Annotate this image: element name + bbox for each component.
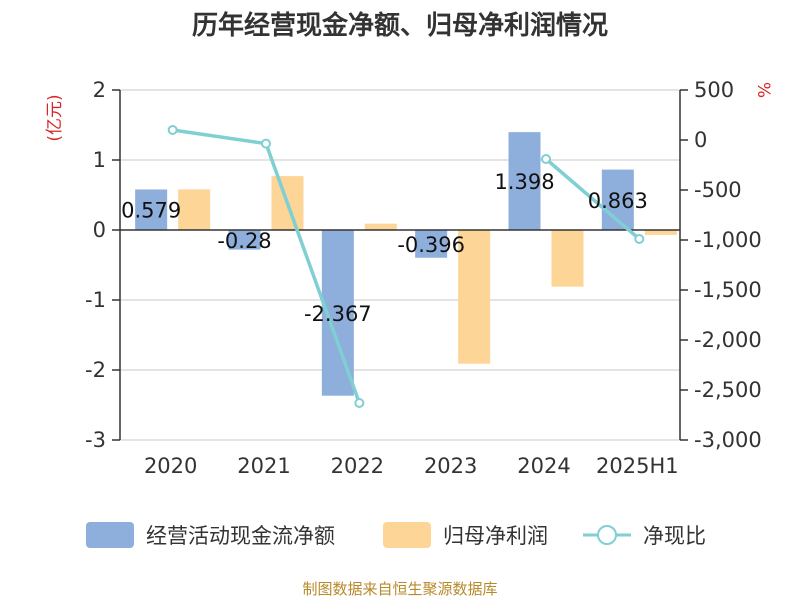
right-tick-label: -2,500: [694, 378, 762, 402]
right-tick-label: 0: [694, 128, 707, 152]
right-tick-label: -1,500: [694, 278, 762, 302]
category-label: 2021: [237, 454, 290, 478]
cashflow-data-label: 0.579: [121, 199, 181, 223]
right-tick-label: -1,000: [694, 228, 762, 252]
ratio-line-segment: [544, 157, 641, 241]
bar-net-profit: [644, 230, 677, 235]
cashflow-data-label: 0.863: [588, 189, 648, 213]
axes: 2 1 0 -1 -2 -3 500 0 -500 -1,000 -1,500 -2,000 -2,50…: [85, 78, 762, 478]
left-tick-label: 2: [93, 78, 106, 102]
legend-swatch-net-profit: [383, 522, 431, 548]
cashflow-data-label: 1.398: [494, 170, 554, 194]
right-tick-label: -500: [694, 178, 742, 202]
right-tick-label: -2,000: [694, 328, 762, 352]
legend-label: 归母净利润: [443, 524, 548, 548]
bars: [135, 132, 677, 396]
source-note: 制图数据来自恒生聚源数据库: [302, 580, 497, 598]
cashflow-data-label: -0.28: [217, 229, 271, 253]
left-tick-label: 1: [93, 148, 106, 172]
legend[interactable]: 经营活动现金流净额 归母净利润 净现比: [86, 522, 706, 548]
bar-cashflow: [415, 230, 448, 258]
cashflow-data-label: -0.396: [397, 233, 465, 257]
ratio-point: [541, 154, 551, 164]
category-label: 2020: [144, 454, 197, 478]
right-axis-unit: %: [753, 82, 773, 98]
bar-cashflow: [228, 230, 261, 250]
ratio-line: [167, 125, 645, 408]
category-label: 2025H1: [596, 454, 679, 478]
grid-lines: [120, 89, 680, 441]
ratio-point: [354, 398, 365, 408]
data-labels: 0.579 -0.28 -2.367 -0.396 1.398 0.863: [121, 170, 648, 326]
legend-label: 净现比: [643, 524, 706, 548]
legend-marker-ratio: [597, 525, 617, 545]
chart-title: 历年经营现金净额、归母净利润情况: [192, 10, 608, 41]
bar-net-profit: [178, 189, 211, 230]
legend-label: 经营活动现金流净额: [146, 524, 335, 548]
category-label: 2022: [331, 454, 384, 478]
right-tick-label: -3,000: [694, 428, 762, 452]
category-label: 2023: [424, 454, 477, 478]
left-axis-unit: (亿元): [45, 94, 65, 141]
bar-net-profit: [364, 223, 397, 230]
left-tick-label: 0: [93, 218, 106, 242]
ratio-point: [634, 234, 645, 244]
cashflow-data-label: -2.367: [304, 302, 372, 326]
category-label: 2024: [517, 454, 570, 478]
right-tick-label: 500: [694, 78, 734, 102]
left-tick-label: -3: [85, 428, 106, 452]
bar-cashflow: [508, 132, 541, 230]
bar-cashflow: [135, 189, 168, 230]
left-tick-label: -2: [85, 358, 106, 382]
left-tick-label: -1: [85, 288, 106, 312]
bar-net-profit: [551, 230, 584, 287]
bar-net-profit: [458, 230, 491, 364]
legend-swatch-cashflow: [86, 522, 134, 548]
ratio-point: [167, 125, 178, 135]
ratio-point: [261, 138, 271, 149]
